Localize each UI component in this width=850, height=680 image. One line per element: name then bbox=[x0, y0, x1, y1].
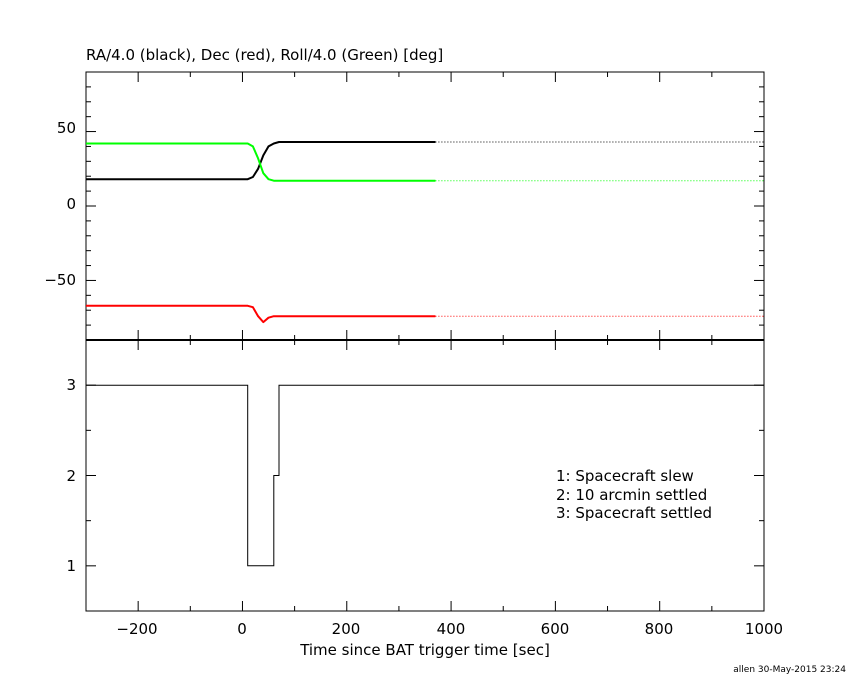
y-tick-label-top-50: 50 bbox=[57, 119, 76, 137]
y-tick-label-bottom-1: 1 bbox=[66, 557, 76, 575]
y-tick-label-top-minus50: −50 bbox=[44, 271, 76, 289]
x-tick-label-minus200: −200 bbox=[116, 620, 157, 638]
x-axis-label: Time since BAT trigger time [sec] bbox=[299, 641, 550, 659]
series-line-0 bbox=[86, 141, 436, 181]
footer-stamp: allen 30-May-2015 23:24 bbox=[733, 665, 846, 675]
bottom-panel-series bbox=[86, 384, 764, 567]
x-tick-label-600: 600 bbox=[541, 620, 570, 638]
y-tick-label-bottom-3: 3 bbox=[66, 376, 76, 394]
x-tick-label-200: 200 bbox=[332, 620, 361, 638]
series-line-1 bbox=[86, 304, 436, 324]
status-step-line-0 bbox=[86, 384, 764, 567]
annotation-settled: 3: Spacecraft settled bbox=[556, 504, 712, 522]
top-panel-ticks bbox=[85, 71, 765, 341]
top-chart-title: RA/4.0 (black), Dec (red), Roll/4.0 (Gre… bbox=[86, 46, 443, 64]
x-tick-label-800: 800 bbox=[645, 620, 674, 638]
y-tick-label-bottom-2: 2 bbox=[66, 467, 76, 485]
series-line-2 bbox=[86, 142, 436, 182]
x-tick-label-0: 0 bbox=[237, 620, 247, 638]
y-tick-label-top-0: 0 bbox=[66, 195, 76, 213]
top-panel-series bbox=[86, 141, 764, 324]
annotation-10-arcmin: 2: 10 arcmin settled bbox=[556, 486, 707, 504]
top-panel-frame bbox=[85, 71, 765, 341]
annotation-slew: 1: Spacecraft slew bbox=[556, 467, 694, 485]
x-tick-label-1000: 1000 bbox=[745, 620, 783, 638]
x-tick-label-400: 400 bbox=[437, 620, 466, 638]
